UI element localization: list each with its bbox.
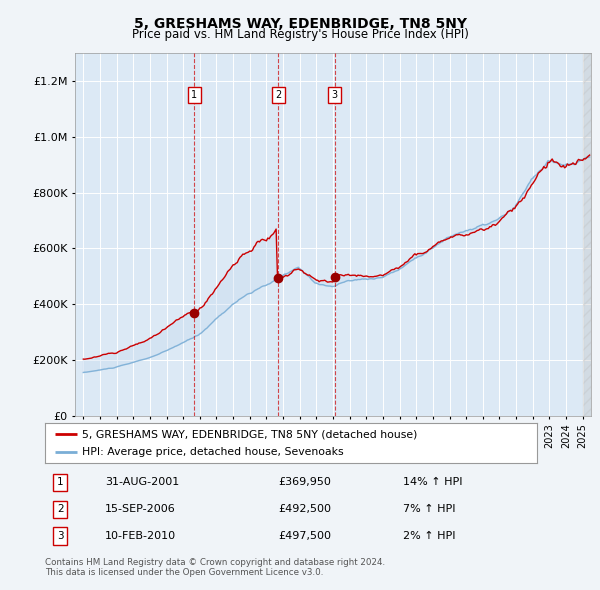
Text: 7% ↑ HPI: 7% ↑ HPI bbox=[403, 504, 456, 514]
Text: 1: 1 bbox=[191, 90, 197, 100]
Text: £492,500: £492,500 bbox=[278, 504, 331, 514]
Text: 3: 3 bbox=[332, 90, 338, 100]
Text: 15-SEP-2006: 15-SEP-2006 bbox=[105, 504, 175, 514]
Text: 5, GRESHAMS WAY, EDENBRIDGE, TN8 5NY (detached house): 5, GRESHAMS WAY, EDENBRIDGE, TN8 5NY (de… bbox=[82, 430, 417, 440]
Text: 5, GRESHAMS WAY, EDENBRIDGE, TN8 5NY: 5, GRESHAMS WAY, EDENBRIDGE, TN8 5NY bbox=[133, 17, 467, 31]
Text: 3: 3 bbox=[57, 531, 64, 541]
Text: £497,500: £497,500 bbox=[278, 531, 331, 541]
Text: £369,950: £369,950 bbox=[278, 477, 331, 487]
Text: Contains HM Land Registry data © Crown copyright and database right 2024.
This d: Contains HM Land Registry data © Crown c… bbox=[45, 558, 385, 577]
Text: 10-FEB-2010: 10-FEB-2010 bbox=[105, 531, 176, 541]
Text: HPI: Average price, detached house, Sevenoaks: HPI: Average price, detached house, Seve… bbox=[82, 447, 344, 457]
Text: Price paid vs. HM Land Registry's House Price Index (HPI): Price paid vs. HM Land Registry's House … bbox=[131, 28, 469, 41]
Text: 31-AUG-2001: 31-AUG-2001 bbox=[105, 477, 179, 487]
Text: 1: 1 bbox=[57, 477, 64, 487]
Text: 2% ↑ HPI: 2% ↑ HPI bbox=[403, 531, 456, 541]
Text: 2: 2 bbox=[275, 90, 281, 100]
Text: 2: 2 bbox=[57, 504, 64, 514]
Text: 14% ↑ HPI: 14% ↑ HPI bbox=[403, 477, 463, 487]
Bar bbox=[583, 53, 591, 416]
